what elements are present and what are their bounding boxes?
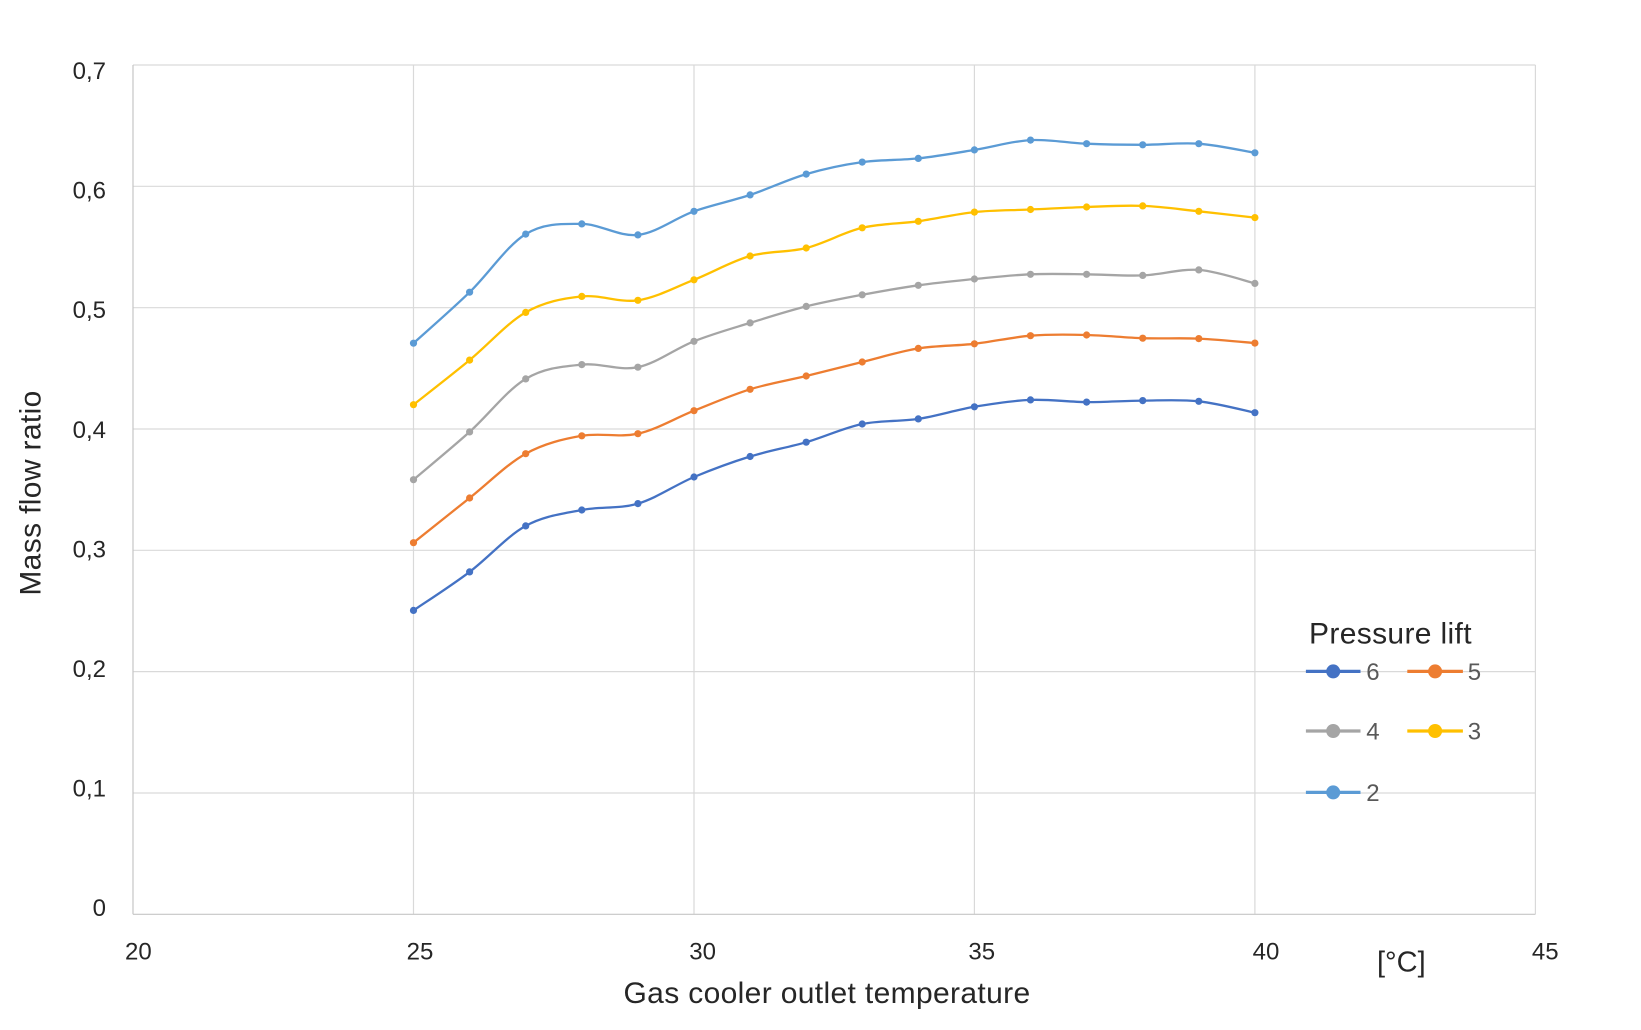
- svg-text:6: 6: [1366, 659, 1379, 686]
- svg-text:Mass flow ratio: Mass flow ratio: [15, 390, 48, 595]
- svg-text:0,4: 0,4: [73, 417, 106, 444]
- svg-text:3: 3: [1468, 719, 1481, 746]
- svg-text:5: 5: [1468, 659, 1481, 686]
- svg-text:0,6: 0,6: [73, 178, 106, 205]
- svg-text:0,2: 0,2: [73, 656, 106, 683]
- svg-text:0,7: 0,7: [73, 58, 106, 85]
- svg-text:40: 40: [1253, 939, 1280, 966]
- svg-text:Gas cooler outlet temperature: Gas cooler outlet temperature: [623, 977, 1030, 1010]
- svg-text:4: 4: [1366, 719, 1379, 746]
- svg-text:[°C]: [°C]: [1377, 947, 1426, 979]
- svg-text:20: 20: [125, 939, 152, 966]
- svg-text:0,5: 0,5: [73, 297, 106, 324]
- svg-text:0,3: 0,3: [73, 536, 106, 563]
- svg-text:30: 30: [689, 939, 716, 966]
- svg-text:0: 0: [93, 895, 106, 922]
- svg-text:2: 2: [1366, 780, 1379, 807]
- svg-text:0,1: 0,1: [73, 776, 106, 803]
- svg-text:35: 35: [968, 939, 995, 966]
- svg-text:45: 45: [1532, 939, 1559, 966]
- svg-text:25: 25: [407, 939, 434, 966]
- svg-text:Pressure lift: Pressure lift: [1309, 618, 1472, 651]
